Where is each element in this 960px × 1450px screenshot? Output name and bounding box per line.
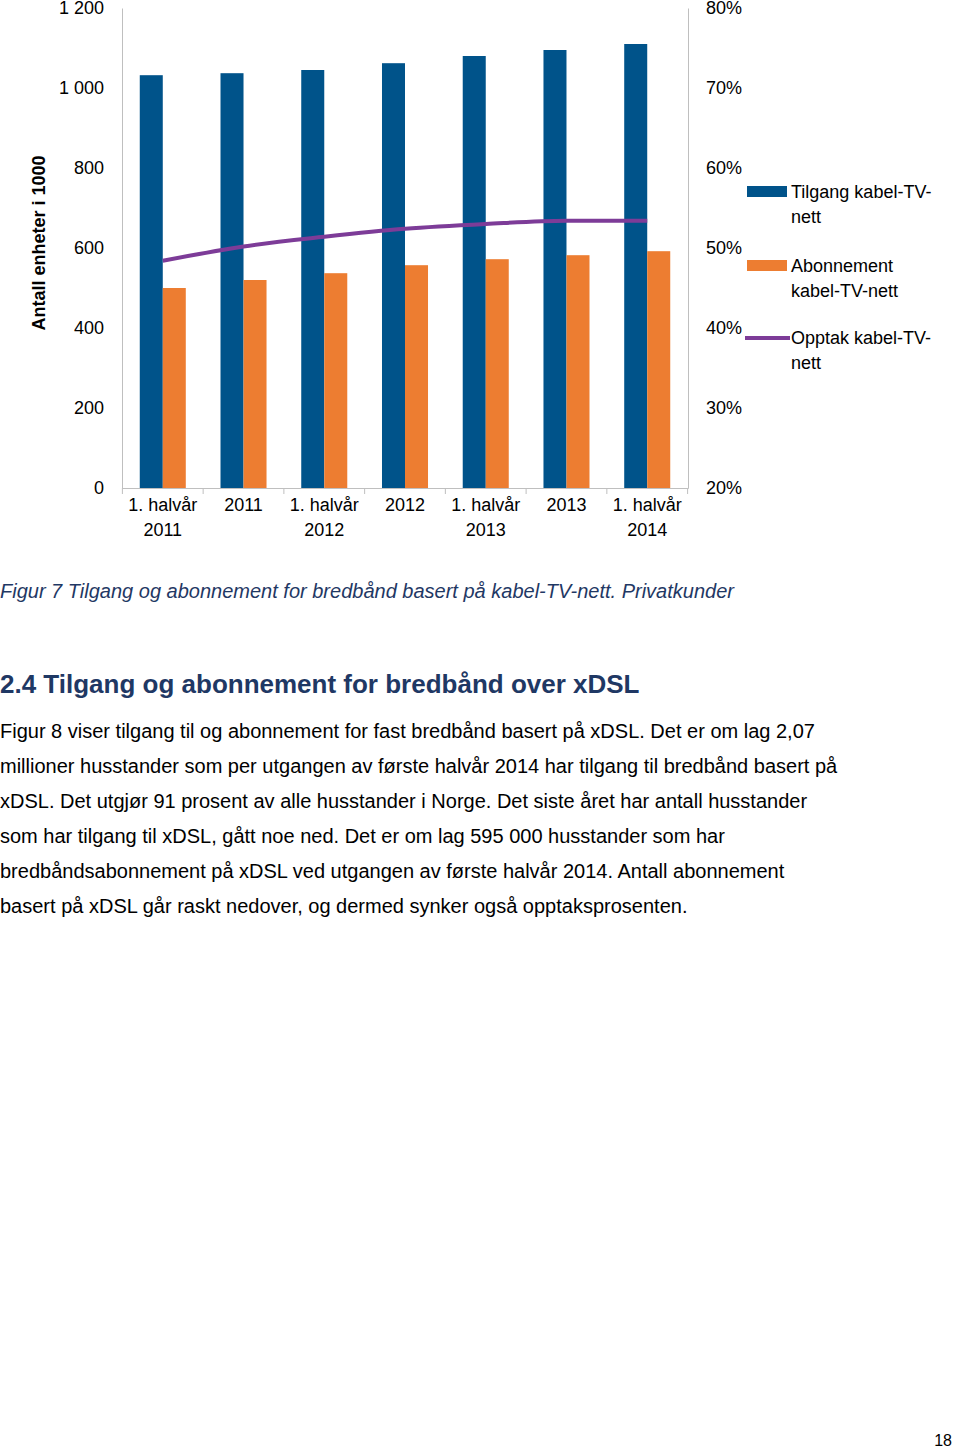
bar [543,50,566,488]
tick-label: 80% [706,0,742,18]
tick: 50% [688,238,742,258]
tick: 1. halvår2013 [451,488,520,540]
separator [283,488,284,494]
tick: 200 [74,398,122,418]
separator [687,488,688,494]
tick: 400 [74,318,122,338]
tick-label: 1 200 [59,0,104,18]
separator [445,488,446,494]
bar [221,73,244,488]
tick: 1 200 [59,0,122,18]
caption: Figur 7 Tilgang og abonnement for bredbå… [0,580,734,603]
axis-line [688,9,689,489]
paragraph-line: bredbåndsabonnement på xDSL ved utgangen… [0,860,784,883]
tick-label: 20% [706,478,742,498]
legend-label: Opptak kabel-TV-nett [791,326,941,376]
bar [301,70,324,488]
tick-label: 800 [74,158,104,178]
bar [486,259,509,488]
tick: 40% [688,318,742,338]
bar [624,44,647,488]
y-axis: 0 200 400 600 800 1 000 1 200 [59,0,123,498]
legend-swatch [747,260,787,271]
tick: 20% [688,478,742,498]
tick: 600 [74,238,122,258]
tick-label: 1. halvår2014 [613,495,682,540]
tick: 2013 [546,488,586,515]
paragraph-line: basert på xDSL går raskt nedover, og der… [0,895,687,918]
category-separators [122,488,687,494]
tick-label: 2011 [224,495,263,515]
bar [324,273,347,488]
line [163,221,647,261]
paragraph-line: Figur 8 viser tilgang til og abonnement … [0,720,815,743]
tick: 30% [688,398,742,418]
bar-series [163,251,670,488]
tick: 0 [94,478,122,498]
tick: 2011 [224,488,263,515]
tick: 1. halvår2012 [290,488,359,540]
paragraph-line: som har tilgang til xDSL, gått noe ned. … [0,825,725,848]
tick-label: 40% [706,318,742,338]
tick-label: 0 [94,478,104,498]
tick-label: 30% [706,398,742,418]
legend-swatch [747,186,787,197]
tick-label: 600 [74,238,104,258]
bar [382,63,405,488]
axis-line [123,488,689,489]
page-number: 18 [934,1432,952,1450]
tick-label: 1. halvår2013 [451,495,520,540]
section-heading: 2.4 Tilgang og abonnement for bredbånd o… [0,669,640,700]
legend-label: Abonnement kabel-TV-nett [791,254,941,304]
bar [140,75,163,488]
tick-label: 50% [706,238,742,258]
tick: 1 000 [59,78,122,98]
axis-line [122,9,123,489]
separator [122,488,123,494]
separator [203,488,204,494]
tick: 2012 [385,488,425,515]
tick: 60% [688,158,742,178]
tick-label: 400 [74,318,104,338]
x-axis: 1. halvår2011 2011 1. halvår2012 2012 1. hal… [123,488,689,540]
y2-axis: 20% 30% 40% 50% 60% 70% 80% [688,0,742,498]
axis-title: Antall enheter i 1000 [29,155,49,330]
tick-label: 1. halvår2011 [128,495,197,540]
chart: 0 200 400 600 800 1 000 1 200 20% 30% 40% 50% 60% 70… [0,0,960,560]
tick: 80% [688,0,742,18]
separator [364,488,365,494]
bar [463,56,486,488]
bar [163,288,186,488]
legend-swatch [745,336,790,340]
bar [405,265,428,488]
bar [566,255,589,488]
bar [647,251,670,488]
tick-label: 1. halvår2012 [290,495,359,540]
separator [526,488,527,494]
bar [244,280,267,488]
tick-label: 1 000 [59,78,104,98]
bar-series [140,44,647,488]
tick-label: 200 [74,398,104,418]
tick-label: 70% [706,78,742,98]
paragraph-line: xDSL. Det utgjør 91 prosent av alle huss… [0,790,807,813]
plot-area [140,44,670,488]
paragraph-line: millioner husstander som per utgangen av… [0,755,837,778]
tick: 800 [74,158,122,178]
legend-label: Tilgang kabel-TV-nett [791,180,941,230]
tick-label: 2013 [546,495,586,515]
tick: 1. halvår2014 [613,488,682,540]
tick: 1. halvår2011 [128,488,197,540]
tick: 70% [688,78,742,98]
tick-label: 60% [706,158,742,178]
tick-label: 2012 [385,495,425,515]
separator [606,488,607,494]
